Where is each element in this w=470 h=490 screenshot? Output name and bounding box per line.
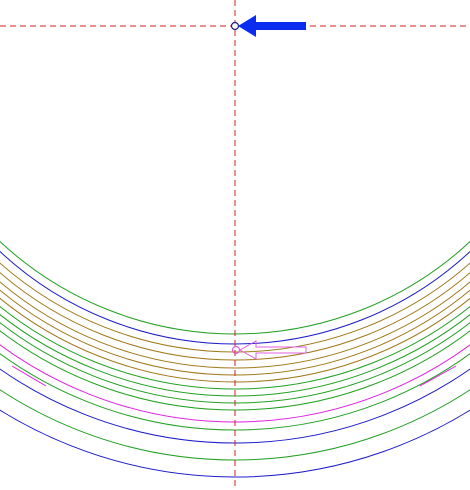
arc-16 (0, 409, 470, 478)
arc-5 (0, 281, 470, 369)
arrow-left-outline-icon[interactable] (238, 340, 307, 360)
circle-marker-icon[interactable] (230, 21, 240, 31)
arrow-left-icon[interactable] (238, 15, 306, 37)
right-magenta-tick (419, 365, 457, 387)
arc-9 (0, 313, 470, 397)
left-magenta-tick (11, 365, 47, 387)
arc-8 (0, 305, 470, 390)
